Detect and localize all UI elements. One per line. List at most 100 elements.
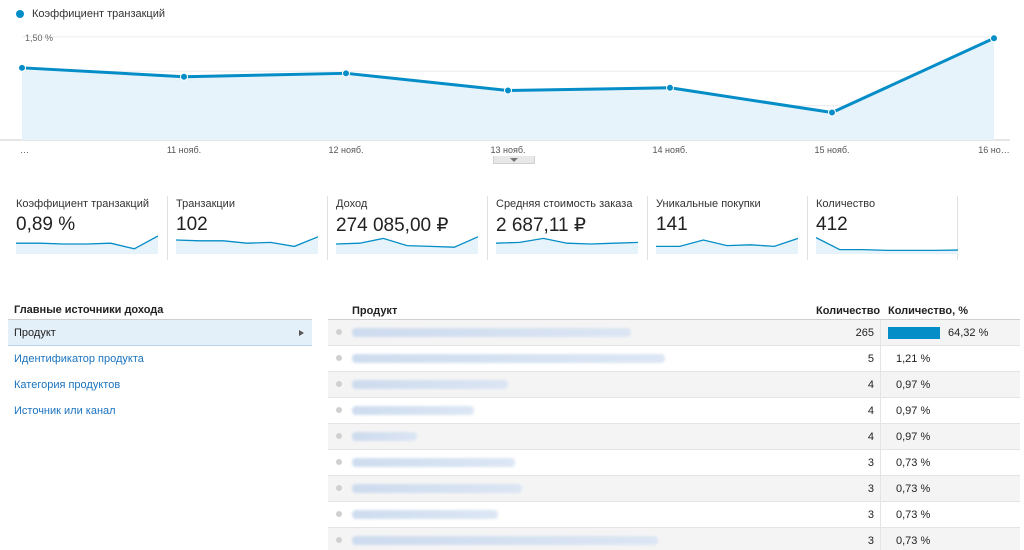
dimension-label: Продукт xyxy=(14,327,56,339)
product-name-redacted[interactable] xyxy=(352,510,498,519)
quantity-share-cell: 0,97 % xyxy=(896,405,931,417)
series-area xyxy=(22,38,994,140)
dimension-source-medium[interactable]: Источник или канал xyxy=(8,398,312,424)
quantity-cell: 3 xyxy=(867,509,874,521)
product-table: Продукт Количество Количество, % 265 64,3… xyxy=(328,300,1020,550)
scorecard-avg-order-value[interactable]: Средняя стоимость заказа 2 687,11 ₽ xyxy=(488,196,648,260)
row-marker-icon xyxy=(336,537,342,543)
data-point[interactable] xyxy=(342,69,350,78)
table-body: 265 64,32 % 5 1,21 % 4 0,97 % 4 0,97 % 4 0,97 % 3 0… xyxy=(328,320,1020,550)
sparkline xyxy=(16,235,158,254)
scorecard-label: Количество xyxy=(816,198,876,210)
dimension-label: Идентификатор продукта xyxy=(14,353,144,365)
quantity-share-cell: 0,73 % xyxy=(896,535,931,547)
dimension-label: Категория продуктов xyxy=(14,379,121,391)
product-name-redacted[interactable] xyxy=(352,536,658,545)
column-header-quantity[interactable]: Количество xyxy=(816,305,881,317)
scorecard-value: 0,89 % xyxy=(16,214,76,235)
dimension-label: Источник или канал xyxy=(14,405,116,417)
data-point[interactable] xyxy=(504,86,512,95)
row-marker-icon xyxy=(336,355,342,361)
dimension-product-category[interactable]: Категория продуктов xyxy=(8,372,312,398)
scorecard-transaction-rate[interactable]: Коэффициент транзакций 0,89 % xyxy=(8,196,168,260)
dimension-product[interactable]: Продукт xyxy=(8,320,312,346)
data-point[interactable] xyxy=(990,34,998,43)
quantity-share-cell: 0,73 % xyxy=(896,483,931,495)
column-divider xyxy=(880,424,881,450)
scorecard-value: 141 xyxy=(656,214,688,235)
scorecard-label: Транзакции xyxy=(176,198,235,210)
sparkline-area xyxy=(816,237,958,254)
quantity-cell: 4 xyxy=(867,379,874,391)
product-name-redacted[interactable] xyxy=(352,432,417,441)
table-row[interactable]: 265 64,32 % xyxy=(328,320,1020,346)
sparkline xyxy=(816,237,958,254)
column-divider xyxy=(880,476,881,502)
sparkline-line xyxy=(16,235,158,250)
column-header-quantity-share[interactable]: Количество, % xyxy=(888,305,969,317)
quantity-cell: 5 xyxy=(867,353,874,365)
x-tick-label: 15 нояб. xyxy=(814,145,849,155)
product-name-redacted[interactable] xyxy=(352,354,665,363)
table-row[interactable]: 4 0,97 % xyxy=(328,398,1020,424)
quantity-cell: 265 xyxy=(855,327,874,339)
data-point[interactable] xyxy=(828,108,836,117)
product-name-redacted[interactable] xyxy=(352,484,522,493)
quantity-cell: 4 xyxy=(867,405,874,417)
sparkline-line xyxy=(336,236,478,248)
dimension-product-id[interactable]: Идентификатор продукта xyxy=(8,346,312,372)
x-tick-label: 12 нояб. xyxy=(328,145,363,155)
sparkline-line xyxy=(816,237,958,252)
table-row[interactable]: 4 0,97 % xyxy=(328,424,1020,450)
sparkline xyxy=(656,237,798,254)
product-name-redacted[interactable] xyxy=(352,458,515,467)
scorecard-value: 102 xyxy=(176,214,208,235)
sparkline-area xyxy=(16,236,158,254)
row-marker-icon xyxy=(336,329,342,335)
scorecard-label: Коэффициент транзакций xyxy=(16,198,150,210)
product-name-redacted[interactable] xyxy=(352,406,474,415)
sparkline xyxy=(176,236,318,254)
scorecard-revenue[interactable]: Доход 274 085,00 ₽ xyxy=(328,196,488,260)
sparkline-line xyxy=(496,237,638,245)
chart-legend[interactable]: Коэффициент транзакций xyxy=(16,8,165,20)
quantity-share-cell: 0,97 % xyxy=(896,379,931,391)
scorecard-unique-purchases[interactable]: Уникальные покупки 141 xyxy=(648,196,808,260)
data-point[interactable] xyxy=(666,83,674,92)
scorecard-value: 274 085,00 ₽ xyxy=(336,215,449,236)
data-point[interactable] xyxy=(18,63,26,72)
row-marker-icon xyxy=(336,485,342,491)
row-marker-icon xyxy=(336,381,342,387)
row-marker-icon xyxy=(336,511,342,517)
product-name-redacted[interactable] xyxy=(352,328,631,337)
x-tick-label: 13 нояб. xyxy=(490,145,525,155)
y-tick-label: 1,50 % xyxy=(25,33,53,43)
sparkline-area xyxy=(496,238,638,254)
table-row[interactable]: 3 0,73 % xyxy=(328,450,1020,476)
quantity-share-cell: 64,32 % xyxy=(948,327,989,339)
column-divider xyxy=(880,450,881,476)
sparkline xyxy=(336,236,478,254)
scorecard-transactions[interactable]: Транзакции 102 xyxy=(168,196,328,260)
product-name-redacted[interactable] xyxy=(352,380,508,389)
chart-collapse-handle[interactable] xyxy=(493,156,535,164)
column-header-product[interactable]: Продукт xyxy=(352,305,398,317)
data-point[interactable] xyxy=(180,72,188,81)
quantity-cell: 3 xyxy=(867,483,874,495)
quantity-share-cell: 0,97 % xyxy=(896,431,931,443)
x-tick-label: 11 нояб. xyxy=(167,145,201,155)
table-row[interactable]: 3 0,73 % xyxy=(328,528,1020,550)
table-row[interactable]: 5 1,21 % xyxy=(328,346,1020,372)
quantity-share-cell: 0,73 % xyxy=(896,509,931,521)
scorecard-label: Доход xyxy=(336,198,368,210)
table-row[interactable]: 4 0,97 % xyxy=(328,372,1020,398)
x-tick-label: 16 но… xyxy=(978,145,1010,155)
sparkline-line xyxy=(176,236,318,248)
x-tick-label: … xyxy=(20,145,29,155)
scorecard-quantity[interactable]: Количество 412 xyxy=(808,196,958,260)
chevron-down-icon xyxy=(510,157,518,162)
table-row[interactable]: 3 0,73 % xyxy=(328,476,1020,502)
table-row[interactable]: 3 0,73 % xyxy=(328,502,1020,528)
scorecard-value: 2 687,11 ₽ xyxy=(496,215,586,236)
transaction-rate-chart: 1,50 %1,00 %0,50 %…11 нояб.12 нояб.13 но… xyxy=(0,33,1010,155)
